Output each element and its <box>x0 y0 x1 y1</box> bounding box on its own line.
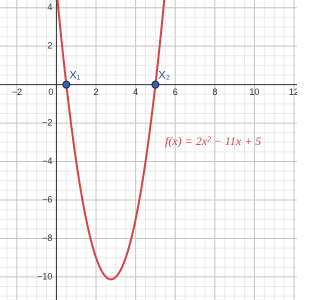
x-tick-label: 6 <box>173 87 178 97</box>
x-tick-label: 12 <box>289 87 297 97</box>
y-tick-label: −8 <box>42 233 52 243</box>
x-tick-label: 8 <box>212 87 217 97</box>
y-tick-label: 4 <box>47 2 52 12</box>
y-tick-label: −4 <box>42 156 52 166</box>
x-tick-label: 2 <box>94 87 99 97</box>
function-label: f(x) = 2x² − 11x + 5 <box>165 134 261 148</box>
root-point <box>62 80 71 89</box>
graph: −2 0 2 4 6 8 10 12 −10 −8 −6 −4 −2 2 4 X₁ X₂ f(x) = 2x²… <box>0 0 297 300</box>
function-curve <box>56 0 166 281</box>
point-label: X₁ <box>69 70 80 82</box>
x-tick-label: 4 <box>133 87 138 97</box>
x-tick-label: 10 <box>249 87 259 97</box>
root-point <box>151 80 160 89</box>
y-tick-label: −10 <box>37 271 52 281</box>
x-tick-label: −2 <box>12 87 22 97</box>
x-tick-label: 0 <box>48 87 53 97</box>
point-label: X₂ <box>158 70 170 82</box>
y-tick-label: −2 <box>42 117 52 127</box>
y-tick-label: −6 <box>42 194 52 204</box>
y-tick-label: 2 <box>47 41 52 51</box>
